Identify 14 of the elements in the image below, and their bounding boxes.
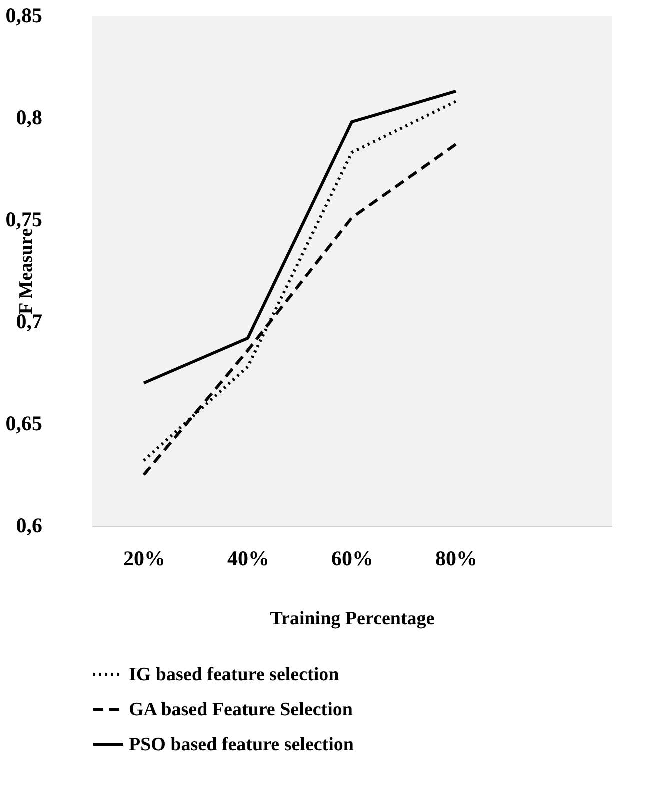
x-tick-label: 40% xyxy=(228,546,270,570)
x-tick-label: 80% xyxy=(436,546,478,570)
legend-label: IG based feature selection xyxy=(129,664,340,686)
x-tick-label: 60% xyxy=(332,546,374,570)
y-tick-label: 0,6 xyxy=(16,514,42,538)
y-tick-label: 0,8 xyxy=(16,106,42,130)
legend-label: PSO based feature selection xyxy=(129,734,354,756)
y-tick-label: 0,75 xyxy=(6,208,42,232)
y-tick-label: 0,85 xyxy=(6,4,42,28)
line-series xyxy=(142,90,458,385)
legend-label: GA based Feature Selection xyxy=(129,700,354,720)
x-tick-label: 20% xyxy=(124,546,166,570)
y-tick-label: 0,65 xyxy=(6,412,42,436)
x-axis-title: Training Percentage xyxy=(270,608,435,630)
